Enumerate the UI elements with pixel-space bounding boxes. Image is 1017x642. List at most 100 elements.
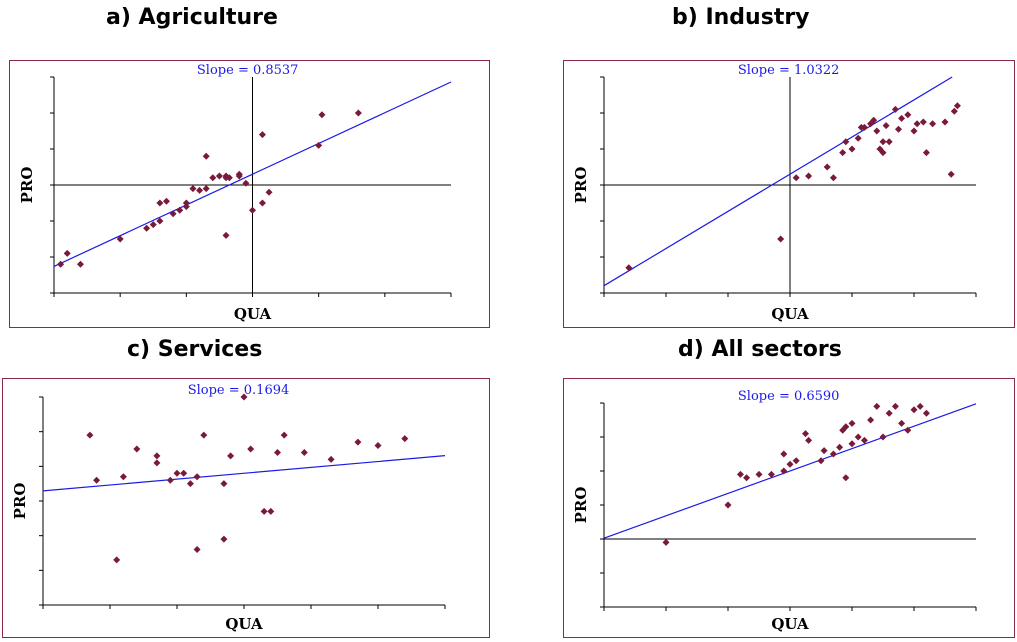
data-point bbox=[93, 476, 101, 484]
data-point bbox=[258, 131, 266, 139]
data-point bbox=[842, 423, 850, 431]
y-axis-label: PRO bbox=[572, 487, 590, 524]
data-point bbox=[786, 460, 794, 468]
data-point bbox=[401, 435, 409, 443]
data-point bbox=[153, 452, 161, 460]
data-point bbox=[193, 546, 201, 554]
data-point bbox=[882, 122, 890, 130]
scatter-plot-svg: Slope = 0.8537 QUA PRO bbox=[18, 63, 452, 323]
data-point bbox=[922, 409, 930, 417]
data-point bbox=[854, 433, 862, 441]
data-point bbox=[873, 127, 881, 135]
data-point bbox=[267, 507, 275, 515]
data-point bbox=[919, 118, 927, 126]
data-point bbox=[895, 125, 902, 133]
data-point bbox=[202, 152, 210, 160]
data-point bbox=[898, 114, 906, 122]
data-point bbox=[202, 185, 210, 193]
data-point bbox=[839, 149, 847, 157]
data-point bbox=[189, 185, 197, 193]
data-point bbox=[885, 138, 893, 146]
data-point bbox=[780, 450, 788, 458]
data-point bbox=[86, 431, 94, 439]
data-point bbox=[162, 197, 170, 205]
data-point bbox=[225, 174, 233, 182]
data-point bbox=[235, 172, 243, 180]
y-axis-label: PRO bbox=[11, 483, 29, 520]
data-point bbox=[904, 111, 912, 119]
y-axis-label: PRO bbox=[572, 167, 590, 204]
data-point bbox=[792, 174, 800, 182]
scatter-plot-svg: Slope = 1.0322 QUA PRO bbox=[572, 63, 977, 323]
data-point bbox=[817, 457, 825, 465]
data-point bbox=[156, 199, 164, 207]
data-point bbox=[950, 107, 958, 115]
slope-label: Slope = 0.8537 bbox=[197, 63, 299, 78]
data-point bbox=[176, 206, 184, 214]
x-axis-label: QUA bbox=[234, 305, 272, 323]
data-point bbox=[374, 442, 382, 450]
data-point bbox=[63, 249, 71, 257]
x-axis-label: QUA bbox=[771, 615, 809, 633]
data-point bbox=[929, 120, 937, 128]
data-point bbox=[848, 419, 856, 427]
data-point bbox=[792, 457, 800, 465]
chart-industry: Slope = 1.0322 QUA PRO bbox=[563, 60, 1015, 328]
data-point bbox=[842, 474, 850, 482]
data-point bbox=[196, 186, 204, 194]
data-point bbox=[186, 480, 194, 488]
data-point bbox=[265, 188, 273, 196]
data-point bbox=[76, 260, 84, 268]
chart-all-sectors: Slope = 0.6590 QUA PRO bbox=[563, 378, 1015, 638]
data-point bbox=[805, 436, 813, 444]
data-point bbox=[879, 149, 887, 157]
data-point bbox=[260, 507, 268, 515]
data-point bbox=[802, 430, 809, 438]
data-point bbox=[879, 138, 887, 146]
data-point bbox=[836, 443, 844, 451]
panel-title-industry: b) Industry bbox=[672, 5, 810, 30]
data-point bbox=[780, 467, 788, 475]
data-point bbox=[777, 235, 785, 243]
data-point bbox=[891, 402, 899, 410]
data-point bbox=[242, 179, 250, 187]
data-point bbox=[867, 416, 875, 424]
data-point bbox=[823, 163, 831, 171]
data-point bbox=[113, 556, 121, 564]
data-point bbox=[898, 419, 906, 427]
chart-agriculture: Slope = 0.8537 QUA PRO bbox=[9, 60, 490, 328]
data-point bbox=[854, 134, 862, 142]
data-point bbox=[904, 426, 912, 434]
data-point bbox=[848, 440, 856, 448]
y-axis-label: PRO bbox=[18, 167, 36, 204]
panel-title-all-sectors: d) All sectors bbox=[678, 337, 842, 362]
data-point bbox=[240, 393, 248, 401]
data-point bbox=[891, 105, 899, 113]
data-point bbox=[209, 174, 217, 182]
data-point bbox=[182, 203, 190, 211]
data-point bbox=[876, 145, 884, 153]
scatter-plot-svg: Slope = 0.6590 QUA PRO bbox=[572, 389, 977, 633]
data-point bbox=[625, 264, 633, 272]
data-point bbox=[169, 210, 177, 218]
data-point bbox=[173, 469, 181, 477]
data-point bbox=[805, 172, 813, 180]
data-point bbox=[885, 409, 893, 417]
data-point bbox=[258, 199, 266, 207]
data-point bbox=[247, 445, 255, 453]
data-point bbox=[318, 111, 326, 119]
data-point bbox=[354, 438, 362, 446]
data-point bbox=[180, 469, 188, 477]
data-point bbox=[193, 473, 201, 481]
data-point bbox=[200, 431, 208, 439]
data-point bbox=[149, 221, 157, 229]
data-point bbox=[143, 224, 151, 232]
data-point bbox=[736, 470, 744, 478]
data-point bbox=[222, 231, 230, 239]
data-point bbox=[327, 455, 335, 463]
data-point bbox=[133, 445, 141, 453]
data-point bbox=[743, 474, 751, 482]
scatter-plot-svg: Slope = 0.1694 QUA PRO bbox=[11, 383, 446, 633]
data-point bbox=[953, 102, 961, 110]
data-point bbox=[166, 476, 174, 484]
